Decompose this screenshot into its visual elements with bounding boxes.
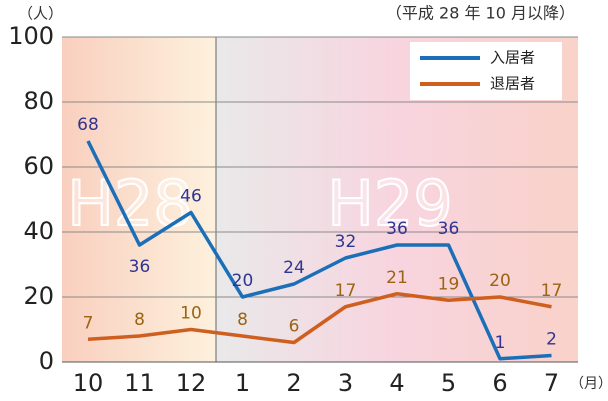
y-tick-label: 20 bbox=[23, 282, 54, 310]
y-unit: （人） bbox=[18, 5, 63, 23]
era-label: H29 bbox=[327, 167, 453, 240]
data-label: 10 bbox=[180, 304, 202, 324]
x-tick-label: 3 bbox=[338, 369, 353, 397]
data-label: 6 bbox=[289, 317, 300, 337]
series-line bbox=[87, 292, 552, 345]
data-label: 20 bbox=[232, 271, 254, 291]
y-tick-label: 40 bbox=[23, 217, 54, 245]
data-label: 20 bbox=[489, 271, 511, 291]
legend-label: 退居者 bbox=[490, 75, 535, 93]
data-label: 2 bbox=[546, 330, 557, 350]
data-label: 7 bbox=[83, 313, 94, 333]
x-tick-label: 10 bbox=[73, 369, 104, 397]
x-tick-label: 1 bbox=[235, 369, 250, 397]
x-tick-label: 4 bbox=[389, 369, 404, 397]
x-unit: （月） bbox=[570, 376, 608, 392]
data-label: 36 bbox=[438, 219, 460, 239]
x-tick-label: 5 bbox=[441, 369, 456, 397]
y-tick-label: 60 bbox=[23, 152, 54, 180]
series-line bbox=[86, 140, 552, 361]
data-label: 8 bbox=[237, 310, 248, 330]
legend-label: 入居者 bbox=[490, 49, 535, 67]
subtitle: （平成 28 年 10 月以降） bbox=[386, 4, 575, 23]
data-label: 68 bbox=[77, 115, 99, 135]
x-tick-label: 2 bbox=[286, 369, 301, 397]
data-label: 19 bbox=[438, 274, 460, 294]
data-label: 32 bbox=[335, 232, 357, 252]
y-tick-label: 80 bbox=[23, 87, 54, 115]
x-tick-label: 11 bbox=[124, 369, 155, 397]
x-tick-label: 6 bbox=[492, 369, 507, 397]
data-label: 46 bbox=[180, 187, 202, 207]
legend-box bbox=[410, 42, 562, 100]
data-label: 36 bbox=[386, 219, 408, 239]
y-tick-label: 100 bbox=[8, 22, 54, 50]
era-label: H28 bbox=[67, 167, 193, 240]
background-h28 bbox=[62, 37, 216, 362]
data-label: 1 bbox=[495, 333, 506, 353]
x-tick-label: 7 bbox=[544, 369, 559, 397]
data-label: 17 bbox=[541, 281, 563, 301]
data-label: 21 bbox=[386, 268, 408, 288]
data-label: 17 bbox=[335, 281, 357, 301]
y-tick-label: 0 bbox=[39, 347, 54, 375]
x-tick-label: 12 bbox=[176, 369, 207, 397]
data-label: 8 bbox=[134, 310, 145, 330]
data-label: 36 bbox=[129, 257, 151, 277]
data-label: 24 bbox=[283, 258, 305, 278]
